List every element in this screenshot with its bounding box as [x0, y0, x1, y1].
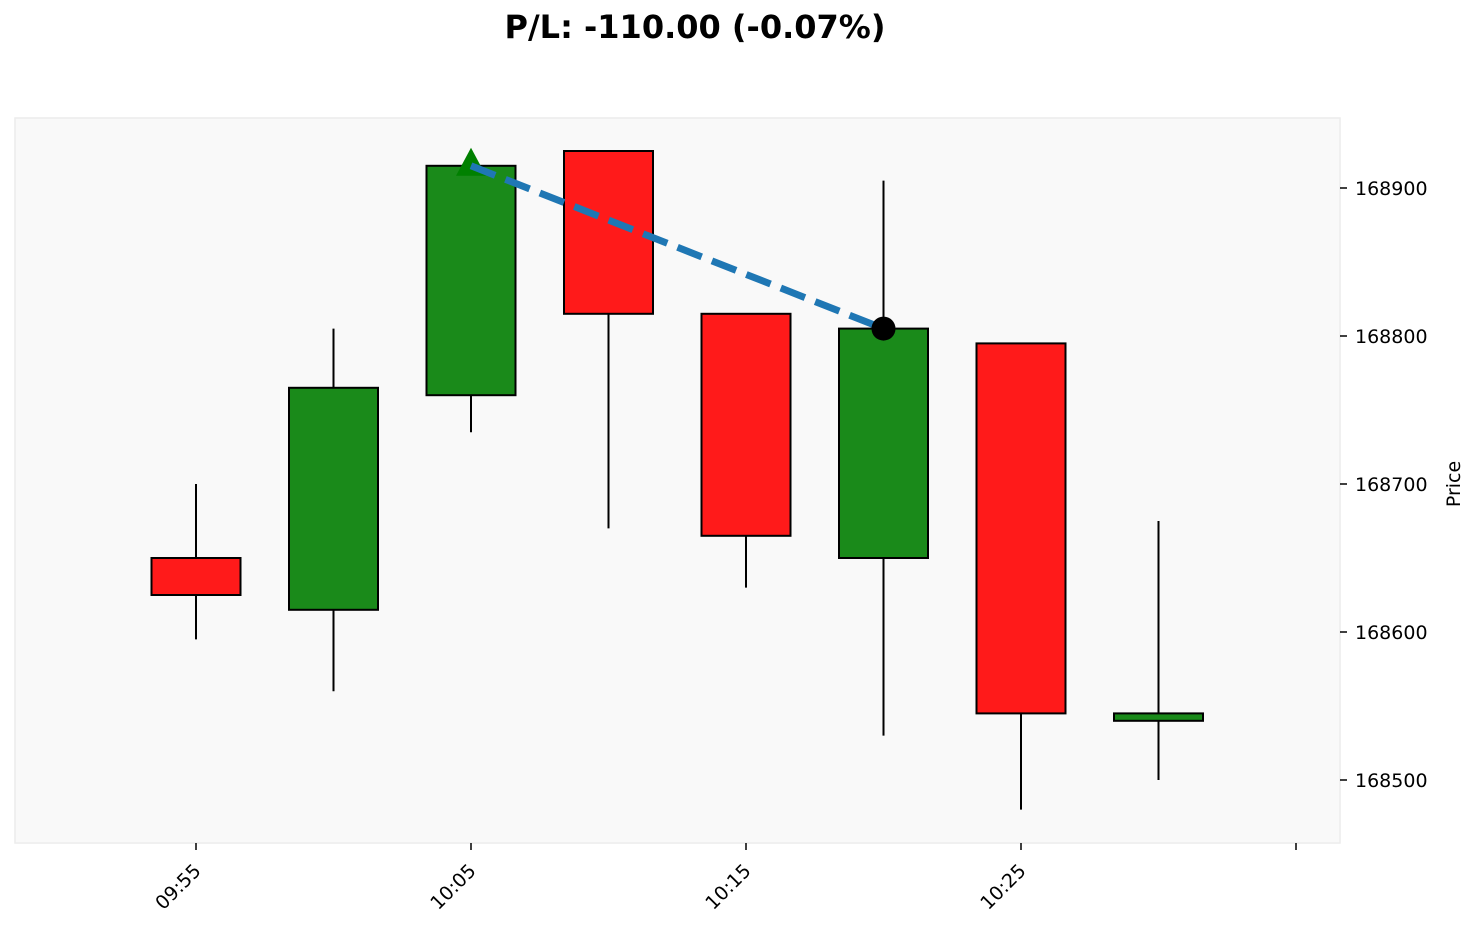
candle-body	[150, 557, 242, 596]
y-tick-label: 168500	[1355, 770, 1428, 792]
x-tick-label: 10:15	[701, 860, 755, 914]
candle-body	[975, 342, 1067, 715]
plot-area	[14, 117, 1341, 844]
y-axis: 168500 168600 168700 168800 168900	[1340, 178, 1428, 792]
y-tick-label: 168600	[1355, 622, 1428, 644]
x-axis: 09:55 10:05 10:15 10:25	[151, 843, 1297, 914]
candle	[975, 342, 1067, 810]
candle	[838, 180, 929, 736]
x-tick-label: 10:05	[426, 860, 480, 914]
candle	[425, 151, 517, 433]
y-tick-label: 168900	[1355, 178, 1428, 200]
chart-title: P/L: -110.00 (-0.07%)	[504, 8, 886, 46]
candle	[563, 150, 654, 529]
candle	[150, 484, 242, 640]
exit-marker	[871, 316, 896, 341]
candle	[288, 328, 379, 692]
y-axis-label: Price	[1443, 461, 1465, 507]
candle	[700, 312, 792, 588]
y-tick-label: 168700	[1355, 474, 1428, 496]
candle-body	[700, 312, 792, 537]
candle	[1113, 521, 1204, 780]
trade-layer	[456, 147, 896, 341]
x-tick-label: 09:55	[151, 860, 205, 914]
candle-body	[425, 164, 517, 397]
x-tick-label: 10:25	[976, 860, 1030, 914]
candle-body	[1113, 712, 1204, 722]
candle-body	[563, 150, 654, 315]
candle-body	[288, 386, 379, 611]
y-tick-label: 168800	[1355, 326, 1428, 348]
candles-layer	[150, 150, 1204, 810]
candle-body	[838, 327, 929, 559]
